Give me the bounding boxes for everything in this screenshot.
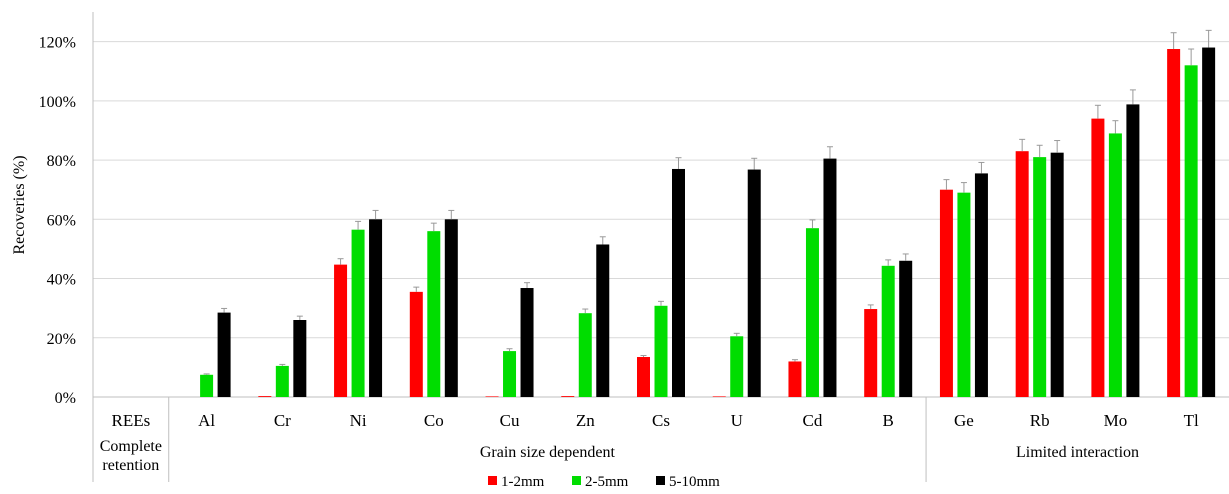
bar-5-10mm-Al xyxy=(217,312,231,397)
bar-1-2mm-Tl xyxy=(1167,49,1181,398)
bar-1-2mm-Co xyxy=(409,291,423,397)
bar-5-10mm-Rb xyxy=(1050,152,1064,397)
legend-swatch-5-10mm xyxy=(656,476,665,485)
category-label: Mo xyxy=(1104,411,1128,430)
y-axis-ticks: 0% 20% 40% 60% 80% 100% 120% xyxy=(39,35,76,407)
bar-5-10mm-Ni xyxy=(369,219,383,397)
bar-5-10mm-Zn xyxy=(596,244,610,397)
y-tick-label: 120% xyxy=(39,35,76,52)
bar-1-2mm-Zn xyxy=(561,396,575,397)
bar-5-10mm-U xyxy=(747,169,761,397)
group-label: Grain size dependent xyxy=(480,444,616,461)
bar-1-2mm-Cs xyxy=(637,357,650,397)
legend-swatch-2-5mm xyxy=(572,476,581,485)
category-label: Zn xyxy=(576,411,595,430)
category-label: B xyxy=(883,411,894,430)
category-label: Rb xyxy=(1030,411,1050,430)
category-label: U xyxy=(731,411,743,430)
category-label: Co xyxy=(424,411,444,430)
bar-5-10mm-B xyxy=(899,260,913,397)
y-tick-label: 80% xyxy=(47,153,76,170)
bar-2-5mm-Rb xyxy=(1033,157,1047,397)
y-tick-label: 0% xyxy=(55,390,76,407)
bar-5-10mm-Cr xyxy=(293,320,307,397)
bar-1-2mm-Ni xyxy=(334,264,348,397)
bar-5-10mm-Ge xyxy=(974,173,988,397)
y-tick-label: 100% xyxy=(39,94,76,111)
bar-2-5mm-Zn xyxy=(578,313,592,397)
bar-1-2mm-Cd xyxy=(788,361,802,397)
bar-5-10mm-Mo xyxy=(1126,104,1140,398)
legend: 1-2mm 2-5mm 5-10mm xyxy=(488,474,720,490)
bar-5-10mm-Cs xyxy=(672,168,685,397)
bar-1-2mm-Rb xyxy=(1015,151,1029,397)
bar-1-2mm-Ge xyxy=(939,189,953,397)
bar-2-5mm-Co xyxy=(427,231,441,397)
bar-2-5mm-Cs xyxy=(654,305,668,397)
bar-2-5mm-Al xyxy=(200,374,214,397)
category-label: Cu xyxy=(500,411,520,430)
bar-2-5mm-B xyxy=(881,265,895,397)
group-label: Complete xyxy=(100,438,162,455)
category-table: Complete retention Grain size dependent Lim… xyxy=(92,397,1199,482)
y-tick-label: 40% xyxy=(47,272,76,289)
y-tick-label: 60% xyxy=(47,212,76,229)
category-label: Ge xyxy=(954,411,974,430)
bar-1-2mm-U xyxy=(712,396,726,397)
bar-2-5mm-Ge xyxy=(957,192,971,397)
category-label: Ni xyxy=(350,411,367,430)
bar-series xyxy=(200,29,1216,398)
bar-2-5mm-Cu xyxy=(503,351,517,397)
category-label: Tl xyxy=(1184,411,1199,430)
category-label: Al xyxy=(198,411,215,430)
legend-swatch-1-2mm xyxy=(488,476,497,485)
category-label: REEs xyxy=(111,411,150,430)
bar-5-10mm-Co xyxy=(444,219,458,397)
bar-1-2mm-Mo xyxy=(1091,118,1105,397)
legend-label: 2-5mm xyxy=(585,474,629,490)
legend-label: 1-2mm xyxy=(501,474,545,490)
category-label: Cr xyxy=(274,411,291,430)
bar-5-10mm-Cu xyxy=(520,288,534,397)
bar-2-5mm-Cr xyxy=(275,365,289,397)
bar-2-5mm-Ni xyxy=(351,229,365,397)
legend-label: 5-10mm xyxy=(669,474,720,490)
bar-2-5mm-Cd xyxy=(805,228,819,397)
bar-1-2mm-B xyxy=(864,309,878,397)
bar-2-5mm-Tl xyxy=(1184,65,1198,398)
y-axis-title: Recoveries (%) xyxy=(11,155,28,254)
bar-1-2mm-Cr xyxy=(258,396,272,397)
y-tick-label: 20% xyxy=(47,331,76,348)
bar-1-2mm-Cu xyxy=(485,396,499,397)
bar-2-5mm-U xyxy=(730,336,744,397)
category-label: Cd xyxy=(803,411,823,430)
bar-5-10mm-Cd xyxy=(823,158,837,397)
bar-5-10mm-Tl xyxy=(1202,47,1216,398)
group-label: Limited interaction xyxy=(1016,444,1139,461)
category-label: Cs xyxy=(652,411,670,430)
bar-2-5mm-Mo xyxy=(1108,133,1122,397)
group-label: retention xyxy=(102,457,159,474)
